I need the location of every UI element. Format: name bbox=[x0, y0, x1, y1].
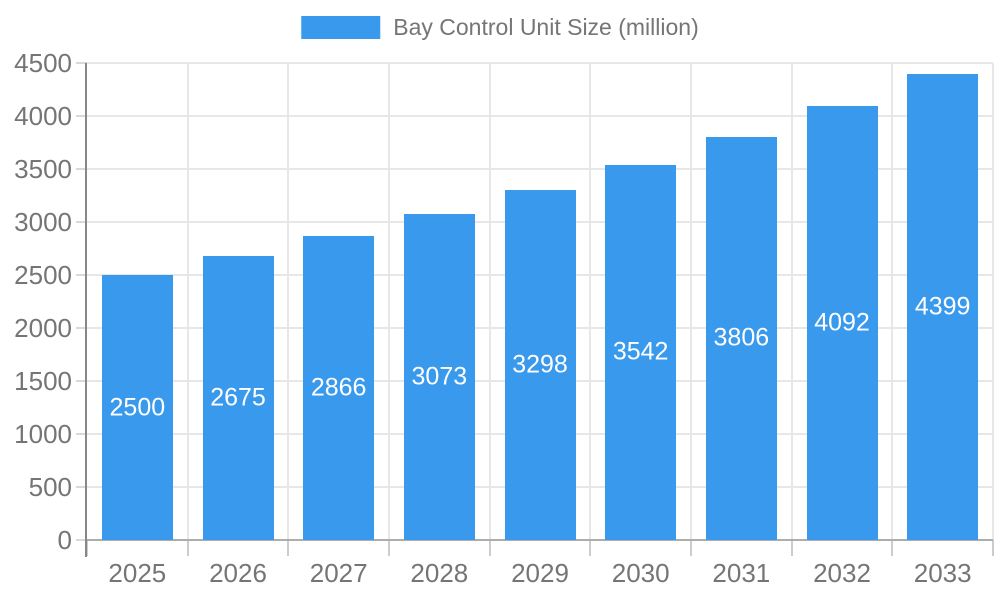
y-axis-tick bbox=[76, 486, 87, 488]
x-axis-tick bbox=[488, 540, 491, 556]
gridline-vertical bbox=[186, 63, 189, 540]
y-axis-line bbox=[85, 63, 87, 557]
gridline-vertical bbox=[992, 63, 994, 540]
x-axis-tick bbox=[287, 540, 290, 556]
x-axis-tick bbox=[186, 540, 189, 556]
y-axis-tick bbox=[76, 274, 87, 276]
x-axis-tick bbox=[891, 540, 894, 556]
y-axis-tick bbox=[76, 327, 87, 329]
y-axis-tick bbox=[76, 433, 87, 435]
x-axis-label: 2026 bbox=[209, 558, 267, 588]
gridline-vertical bbox=[589, 63, 592, 540]
y-axis-tick bbox=[76, 221, 87, 223]
bar-2033[interactable]: 4399 bbox=[907, 73, 979, 540]
gridline-vertical bbox=[690, 63, 692, 540]
gridline-vertical bbox=[287, 63, 290, 540]
bar-2032[interactable]: 4092 bbox=[806, 106, 878, 540]
y-axis-tick bbox=[76, 539, 87, 541]
bar-value-label: 2675 bbox=[210, 383, 266, 412]
bar-value-label: 3542 bbox=[612, 337, 669, 366]
gridline-horizontal bbox=[87, 62, 993, 64]
x-axis-label: 2031 bbox=[712, 558, 771, 588]
bar-value-label: 3073 bbox=[411, 362, 468, 391]
bar-value-label: 4399 bbox=[914, 292, 971, 321]
y-axis-label: 3000 bbox=[14, 207, 72, 237]
bar-2025[interactable]: 2500 bbox=[101, 275, 173, 540]
bar-value-label: 3806 bbox=[713, 323, 770, 352]
y-axis-label: 4000 bbox=[14, 101, 72, 131]
y-axis-label: 500 bbox=[28, 472, 72, 502]
y-axis-label: 2000 bbox=[14, 313, 72, 343]
gridline-vertical bbox=[790, 63, 793, 540]
bar-value-label: 2500 bbox=[109, 393, 166, 421]
gridline-horizontal bbox=[87, 115, 993, 117]
x-axis-line bbox=[87, 539, 993, 541]
bar-2026[interactable]: 2675 bbox=[202, 256, 274, 540]
x-axis-tick bbox=[589, 540, 592, 556]
legend-swatch[interactable] bbox=[301, 16, 381, 39]
x-axis-tick bbox=[388, 540, 390, 556]
x-axis-label: 2027 bbox=[309, 558, 368, 588]
y-axis-tick bbox=[76, 62, 87, 64]
x-axis-label: 2030 bbox=[611, 558, 670, 588]
x-axis-tick bbox=[86, 540, 88, 556]
y-axis-label: 0 bbox=[57, 525, 72, 555]
x-axis-label: 2033 bbox=[913, 558, 972, 588]
bar-value-label: 3298 bbox=[512, 350, 568, 379]
gridline-horizontal bbox=[87, 168, 993, 170]
x-axis-label: 2029 bbox=[511, 558, 569, 588]
x-axis-label: 2025 bbox=[108, 558, 167, 588]
x-axis-tick bbox=[690, 540, 692, 556]
bar-2028[interactable]: 3073 bbox=[403, 214, 475, 540]
legend[interactable]: Bay Control Unit Size (million) bbox=[301, 14, 699, 41]
legend-label[interactable]: Bay Control Unit Size (million) bbox=[393, 14, 699, 40]
y-axis-label: 4500 bbox=[14, 48, 72, 78]
gridline-vertical bbox=[488, 63, 491, 540]
y-axis-label: 3500 bbox=[14, 154, 72, 184]
x-axis-tick bbox=[790, 540, 793, 556]
x-axis-tick bbox=[992, 540, 994, 556]
bar-2031[interactable]: 3806 bbox=[705, 136, 777, 540]
bar-2030[interactable]: 3542 bbox=[605, 164, 677, 540]
x-axis-label: 2028 bbox=[410, 558, 469, 588]
y-axis-label: 1000 bbox=[14, 419, 72, 449]
y-axis-tick bbox=[76, 380, 87, 382]
bar-value-label: 2866 bbox=[310, 373, 367, 402]
gridline-vertical bbox=[388, 63, 390, 540]
bar-2027[interactable]: 2866 bbox=[303, 236, 375, 540]
y-axis-label: 1500 bbox=[14, 366, 72, 396]
gridline-vertical bbox=[891, 63, 894, 540]
y-axis-label: 2500 bbox=[14, 260, 72, 290]
y-axis-tick bbox=[76, 115, 87, 117]
bar-value-label: 4092 bbox=[814, 308, 870, 337]
y-axis-tick bbox=[76, 168, 87, 170]
bar-2029[interactable]: 3298 bbox=[504, 190, 576, 540]
x-axis-label: 2032 bbox=[813, 558, 871, 588]
